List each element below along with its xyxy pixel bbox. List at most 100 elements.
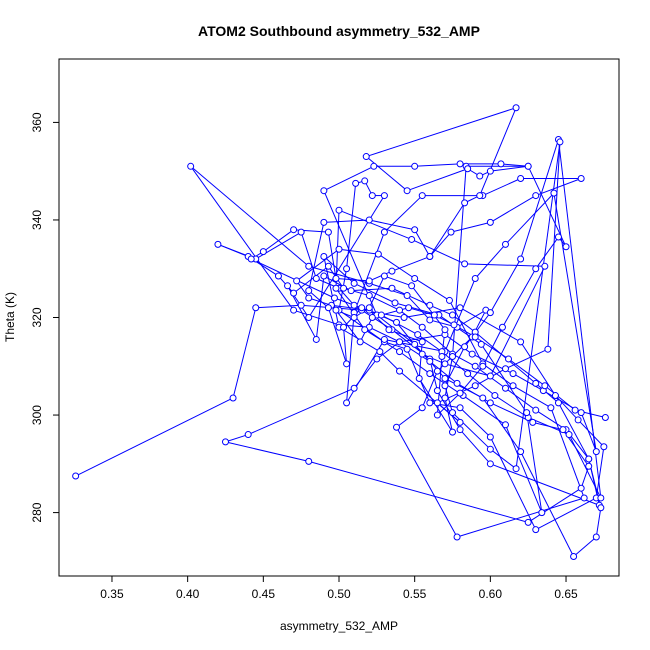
- data-point: [486, 167, 494, 175]
- data-series-points: [72, 104, 609, 560]
- data-point: [453, 379, 461, 387]
- data-point: [343, 360, 351, 368]
- series-line-segment: [467, 373, 496, 396]
- data-point: [497, 160, 505, 168]
- data-point: [486, 399, 494, 407]
- data-point: [365, 292, 373, 300]
- series-line-segment: [414, 278, 450, 301]
- series-line-segment: [474, 336, 509, 360]
- data-point: [340, 323, 348, 331]
- data-point: [324, 304, 332, 312]
- series-line-segment: [479, 107, 517, 196]
- series-line-segment: [418, 341, 423, 379]
- data-point: [396, 338, 404, 346]
- data-point: [370, 162, 378, 170]
- data-point: [433, 411, 441, 419]
- data-point: [538, 509, 546, 517]
- data-point: [550, 189, 558, 197]
- data-point: [335, 245, 343, 253]
- data-point: [350, 314, 358, 321]
- series-line-segment: [505, 387, 537, 411]
- data-point: [433, 387, 441, 395]
- data-point: [400, 314, 408, 321]
- data-point: [403, 345, 411, 353]
- data-point: [350, 279, 358, 287]
- series-line-segment: [399, 341, 431, 362]
- data-point: [365, 277, 373, 285]
- x-tick-label: 0.40: [176, 587, 200, 601]
- series-line-segment: [577, 419, 605, 448]
- data-point: [305, 294, 313, 302]
- data-point: [464, 165, 472, 173]
- data-point: [577, 174, 585, 182]
- data-point: [517, 255, 525, 263]
- data-point: [486, 433, 494, 441]
- data-series-lines: [75, 107, 606, 557]
- series-line-segment: [568, 434, 602, 499]
- series-line-segment: [573, 536, 597, 557]
- series-line-segment: [369, 270, 393, 282]
- series-line-segment: [369, 282, 408, 297]
- data-point: [524, 162, 532, 170]
- data-point: [486, 218, 494, 226]
- data-point: [554, 399, 562, 407]
- x-tick-label: 0.55: [403, 587, 427, 601]
- series-line-segment: [441, 351, 468, 374]
- data-point: [411, 274, 419, 282]
- series-line-segment: [353, 282, 396, 304]
- data-point: [479, 362, 487, 370]
- series-line-segment: [444, 397, 454, 433]
- data-point: [284, 282, 292, 290]
- data-point: [411, 340, 419, 348]
- series-line-segment: [378, 253, 415, 279]
- series-line-segment: [482, 178, 521, 197]
- series-line-segment: [558, 402, 590, 460]
- data-point: [365, 304, 373, 312]
- data-point: [418, 404, 426, 412]
- series-line-segment: [489, 436, 537, 530]
- series-line-segment: [456, 309, 487, 328]
- data-point: [556, 138, 564, 146]
- data-point: [577, 484, 585, 492]
- data-point: [380, 272, 388, 280]
- data-point: [305, 314, 313, 321]
- data-point: [388, 284, 396, 292]
- series-line-segment: [346, 312, 355, 403]
- series-line-segment: [520, 451, 575, 557]
- series-line-segment: [353, 231, 385, 313]
- series-line-segment: [444, 278, 476, 352]
- data-point: [405, 304, 413, 312]
- data-point: [373, 355, 381, 363]
- series-line-segment: [535, 178, 582, 197]
- series-line-segment: [417, 334, 443, 353]
- data-point: [411, 162, 419, 170]
- series-line-segment: [335, 287, 366, 330]
- series-line-segment: [490, 195, 537, 223]
- data-point: [509, 370, 517, 378]
- data-point: [574, 416, 582, 424]
- series-line-segment: [527, 487, 582, 523]
- series-line-segment: [411, 239, 465, 265]
- series-line-segment: [489, 258, 522, 313]
- series-line-segment: [437, 392, 461, 416]
- series-line-segment: [550, 407, 585, 499]
- data-point: [547, 404, 555, 412]
- data-point: [509, 382, 517, 390]
- data-point: [320, 187, 328, 195]
- series-line-segment: [414, 229, 431, 257]
- data-point: [430, 311, 438, 319]
- data-point: [471, 333, 479, 341]
- data-point: [456, 418, 464, 426]
- data-point: [368, 314, 376, 321]
- series-line-segment: [369, 326, 400, 343]
- data-point: [517, 338, 525, 346]
- data-point: [445, 296, 453, 304]
- data-point: [532, 526, 540, 534]
- data-point: [517, 448, 525, 456]
- data-point: [601, 413, 609, 421]
- data-point: [456, 304, 464, 312]
- data-point: [449, 428, 457, 436]
- data-point: [600, 443, 608, 451]
- data-point: [554, 233, 562, 241]
- series-line-segment: [376, 314, 415, 345]
